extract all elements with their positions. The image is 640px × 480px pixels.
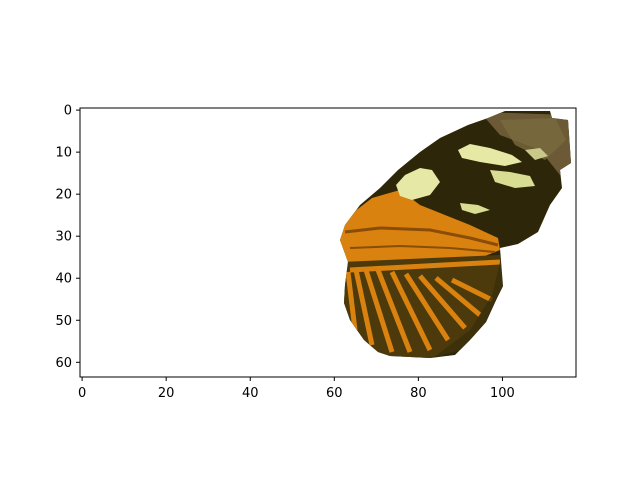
x-tick-label: 40 xyxy=(242,386,259,401)
y-tick-label: 60 xyxy=(55,356,72,371)
x-axis: 0 20 40 60 80 100 xyxy=(78,377,515,401)
y-tick-label: 10 xyxy=(55,146,72,161)
y-tick-label: 40 xyxy=(55,272,72,287)
x-tick-label: 20 xyxy=(158,386,175,401)
y-tick-label: 30 xyxy=(55,230,72,245)
x-tick-label: 0 xyxy=(78,386,86,401)
axes-frame xyxy=(79,107,577,378)
y-axis: 0 10 20 30 40 50 60 xyxy=(55,104,80,371)
y-tick-label: 20 xyxy=(55,188,72,203)
x-tick-label: 80 xyxy=(410,386,427,401)
x-tick-label: 100 xyxy=(490,386,515,401)
y-tick-label: 50 xyxy=(55,314,72,329)
y-tick-label: 0 xyxy=(64,104,72,119)
butterfly-wing-image xyxy=(340,111,571,358)
x-tick-label: 60 xyxy=(326,386,343,401)
